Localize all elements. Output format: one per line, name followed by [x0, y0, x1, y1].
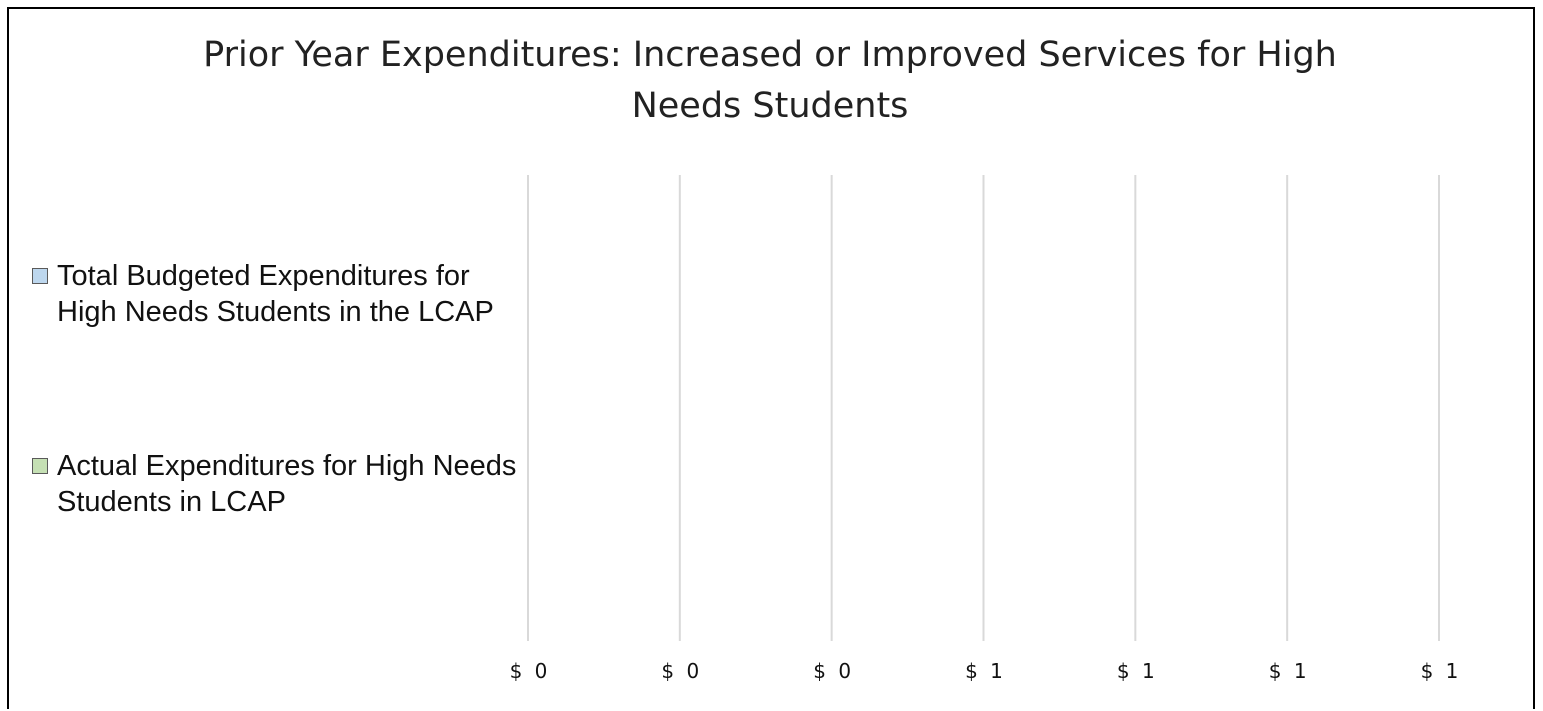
x-tick-label: $ 1: [1421, 659, 1462, 683]
legend-swatch-budgeted: [32, 268, 48, 284]
x-tick-label: $ 1: [965, 659, 1006, 683]
x-tick-label: $ 0: [813, 659, 854, 683]
legend-swatch-actual: [32, 458, 48, 474]
legend-label-budgeted: Total Budgeted Expenditures for High Nee…: [57, 260, 494, 328]
x-tick-label: $ 0: [510, 659, 551, 683]
chart-title: Prior Year Expenditures: Increased or Im…: [203, 35, 1337, 126]
chart-frame: [7, 7, 1535, 709]
x-tick-label: $ 1: [1117, 659, 1158, 683]
legend-label-actual: Actual Expenditures for High Needs Stude…: [57, 450, 517, 518]
legend-item-actual: Actual Expenditures for High Needs Stude…: [32, 448, 527, 520]
x-tick-label: $ 1: [1269, 659, 1310, 683]
legend-item-budgeted: Total Budgeted Expenditures for High Nee…: [32, 258, 527, 330]
x-tick-label: $ 0: [661, 659, 702, 683]
